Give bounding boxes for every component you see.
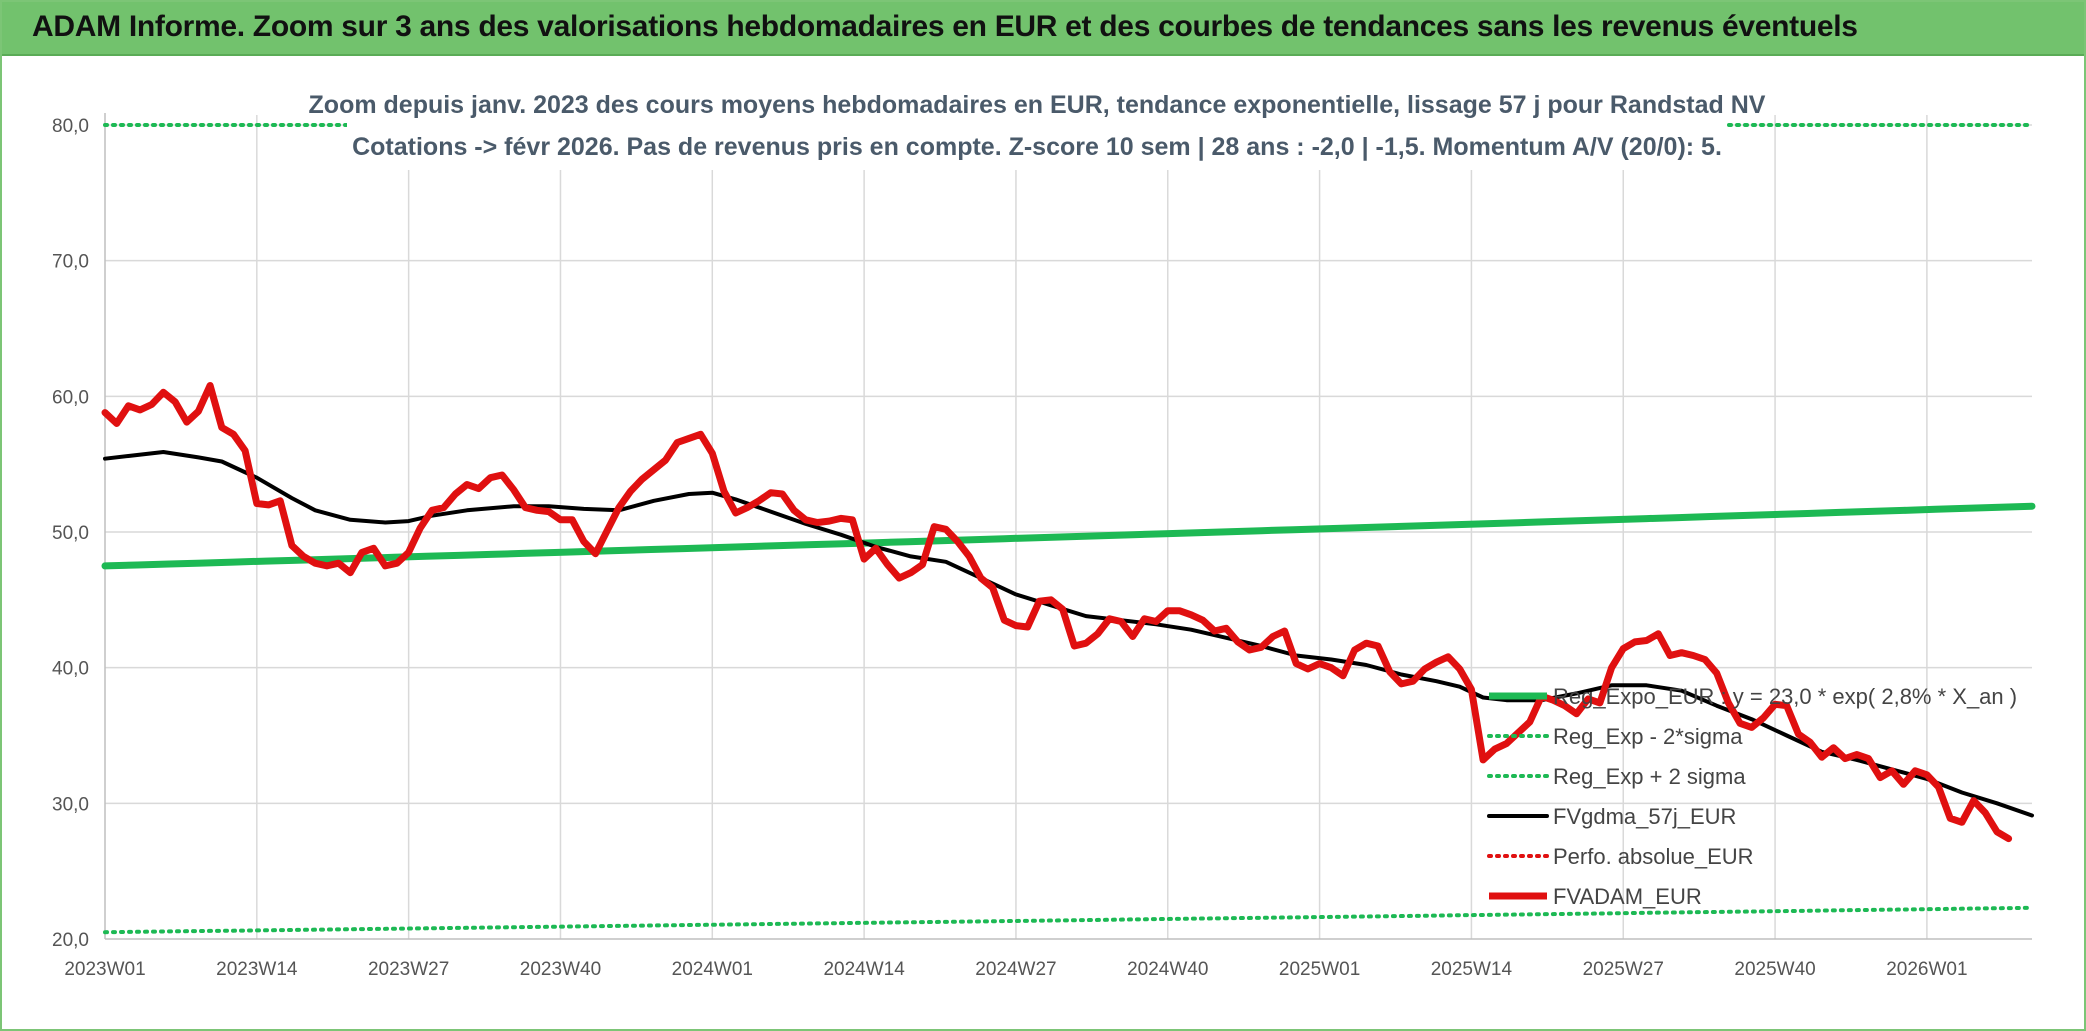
- x-tick-label: 2025W27: [1583, 959, 1664, 980]
- legend-label-0: Reg_Expo_EUR : y = 23,0 * exp( 2,8% * X_…: [1553, 684, 2017, 709]
- x-tick-label: 2024W40: [1127, 959, 1208, 980]
- y-tick-label: 70,0: [52, 252, 89, 273]
- axes: 20,0 30,0 40,0 50,0 60,0 70,0 80,0 2023W01 2023W…: [52, 113, 2032, 980]
- chart-title-line-1: Zoom depuis janv. 2023 des cours moyens …: [309, 91, 1766, 119]
- x-tick-label: 2025W14: [1431, 959, 1513, 980]
- legend-label-3: FVgdma_57j_EUR: [1553, 804, 1736, 829]
- series-layer: [101, 123, 2036, 935]
- x-tick-label: 2024W01: [672, 959, 753, 980]
- grid: [105, 115, 2032, 939]
- y-tick-label: 40,0: [52, 659, 89, 680]
- title-background: [347, 82, 1727, 170]
- x-tick-label: 2024W27: [975, 959, 1056, 980]
- x-tick-label: 2024W14: [823, 959, 905, 980]
- y-tick-label: 20,0: [52, 930, 89, 951]
- series-line-0: [101, 502, 2036, 570]
- x-tick-label: 2025W40: [1734, 959, 1815, 980]
- series-line-5: [101, 382, 2013, 843]
- x-tick-label: 2025W01: [1279, 959, 1360, 980]
- y-tick-label: 30,0: [52, 794, 89, 815]
- x-tick-label: 2023W01: [64, 959, 145, 980]
- legend-label-1: Reg_Exp - 2*sigma: [1553, 724, 1743, 749]
- series-line-3: [103, 450, 2034, 818]
- legend-label-2: Reg_Exp + 2 sigma: [1553, 764, 1746, 789]
- y-tick-label: 50,0: [52, 523, 89, 544]
- legend-label-5: FVADAM_EUR: [1553, 884, 1702, 909]
- y-tick-label: 80,0: [52, 116, 89, 137]
- y-tick-label: 60,0: [52, 387, 89, 408]
- page-title: ADAM Informe. Zoom sur 3 ans des valoris…: [32, 10, 1858, 43]
- legend: Reg_Expo_EUR : y = 23,0 * exp( 2,8% * X_…: [1487, 684, 2017, 909]
- legend-label-4: Perfo. absolue_EUR: [1553, 844, 1754, 869]
- header-bar: ADAM Informe. Zoom sur 3 ans des valoris…: [2, 2, 2084, 56]
- x-tick-label: 2023W14: [216, 959, 298, 980]
- series-line-1: [103, 905, 2034, 935]
- x-tick-label: 2026W01: [1886, 959, 1967, 980]
- x-tick-label: 2023W40: [520, 959, 601, 980]
- chart-title-line-2: Cotations -> févr 2026. Pas de revenus p…: [352, 133, 1722, 161]
- x-tick-label: 2023W27: [368, 959, 449, 980]
